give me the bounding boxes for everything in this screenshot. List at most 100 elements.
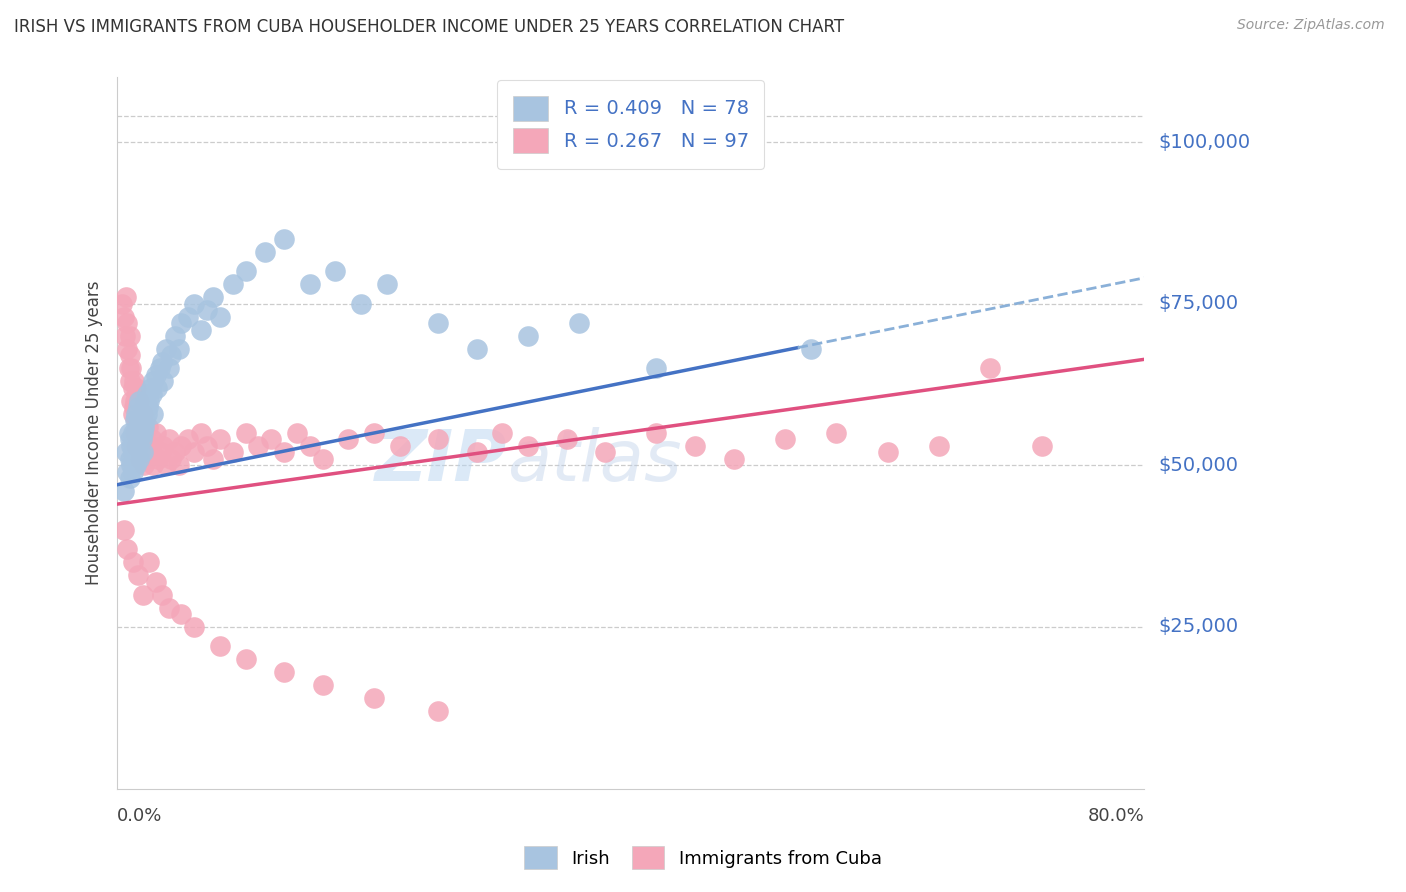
Point: [128, 393, 150, 408]
Point: [128, 413, 150, 427]
Point: [128, 425, 150, 440]
Point: [120, 458, 142, 473]
Point: [141, 433, 163, 447]
Text: $75,000: $75,000: [1159, 294, 1239, 313]
Point: [149, 445, 172, 459]
Point: [121, 425, 143, 440]
Point: [127, 439, 149, 453]
Point: [645, 361, 668, 376]
Point: [876, 445, 898, 459]
Point: [121, 445, 143, 459]
Point: [177, 433, 200, 447]
Point: [298, 439, 321, 453]
Point: [118, 348, 141, 362]
Point: [136, 400, 159, 414]
Point: [134, 425, 156, 440]
Point: [723, 451, 745, 466]
Point: [121, 555, 143, 569]
Point: [124, 433, 146, 447]
Point: [170, 607, 193, 621]
Point: [111, 296, 134, 310]
Point: [142, 458, 165, 473]
Point: [134, 393, 156, 408]
Point: [363, 691, 385, 706]
Point: [157, 433, 180, 447]
Point: [118, 451, 141, 466]
Point: [167, 458, 190, 473]
Text: $100,000: $100,000: [1159, 133, 1250, 152]
Point: [117, 465, 139, 479]
Point: [465, 445, 488, 459]
Point: [183, 620, 205, 634]
Point: [160, 451, 183, 466]
Point: [555, 433, 578, 447]
Point: [142, 374, 165, 388]
Text: ZIP: ZIP: [375, 427, 508, 496]
Point: [114, 329, 136, 343]
Point: [138, 445, 160, 459]
Point: [127, 407, 149, 421]
Point: [235, 652, 257, 666]
Text: $50,000: $50,000: [1159, 456, 1239, 475]
Point: [375, 277, 398, 292]
Point: [118, 471, 141, 485]
Point: [145, 574, 167, 589]
Point: [163, 445, 186, 459]
Point: [129, 445, 152, 459]
Point: [122, 439, 145, 453]
Point: [138, 555, 160, 569]
Point: [152, 374, 174, 388]
Text: 80.0%: 80.0%: [1088, 806, 1144, 824]
Point: [118, 329, 141, 343]
Point: [160, 348, 183, 362]
Point: [683, 439, 706, 453]
Point: [115, 290, 138, 304]
Point: [132, 407, 155, 421]
Point: [125, 458, 148, 473]
Point: [118, 361, 141, 376]
Point: [135, 407, 157, 421]
Point: [773, 433, 796, 447]
Point: [799, 342, 821, 356]
Point: [121, 465, 143, 479]
Point: [979, 361, 1001, 376]
Point: [124, 413, 146, 427]
Point: [388, 439, 411, 453]
Point: [139, 381, 162, 395]
Text: $25,000: $25,000: [1159, 617, 1239, 637]
Point: [195, 439, 218, 453]
Point: [202, 451, 225, 466]
Point: [125, 381, 148, 395]
Point: [222, 445, 245, 459]
Point: [195, 303, 218, 318]
Point: [117, 316, 139, 330]
Point: [112, 523, 135, 537]
Point: [124, 451, 146, 466]
Point: [273, 445, 295, 459]
Point: [112, 484, 135, 499]
Point: [170, 439, 193, 453]
Point: [115, 445, 138, 459]
Point: [167, 342, 190, 356]
Point: [142, 407, 165, 421]
Point: [593, 445, 616, 459]
Legend: R = 0.409   N = 78, R = 0.267   N = 97: R = 0.409 N = 78, R = 0.267 N = 97: [498, 80, 765, 169]
Point: [363, 425, 385, 440]
Text: atlas: atlas: [508, 427, 682, 496]
Point: [132, 588, 155, 602]
Point: [155, 458, 177, 473]
Point: [122, 374, 145, 388]
Point: [825, 425, 848, 440]
Point: [128, 393, 150, 408]
Point: [208, 310, 231, 324]
Point: [120, 361, 142, 376]
Point: [125, 407, 148, 421]
Point: [157, 361, 180, 376]
Point: [298, 277, 321, 292]
Point: [139, 439, 162, 453]
Point: [337, 433, 360, 447]
Point: [928, 439, 950, 453]
Text: IRISH VS IMMIGRANTS FROM CUBA HOUSEHOLDER INCOME UNDER 25 YEARS CORRELATION CHAR: IRISH VS IMMIGRANTS FROM CUBA HOUSEHOLDE…: [14, 18, 844, 36]
Point: [183, 445, 205, 459]
Point: [135, 451, 157, 466]
